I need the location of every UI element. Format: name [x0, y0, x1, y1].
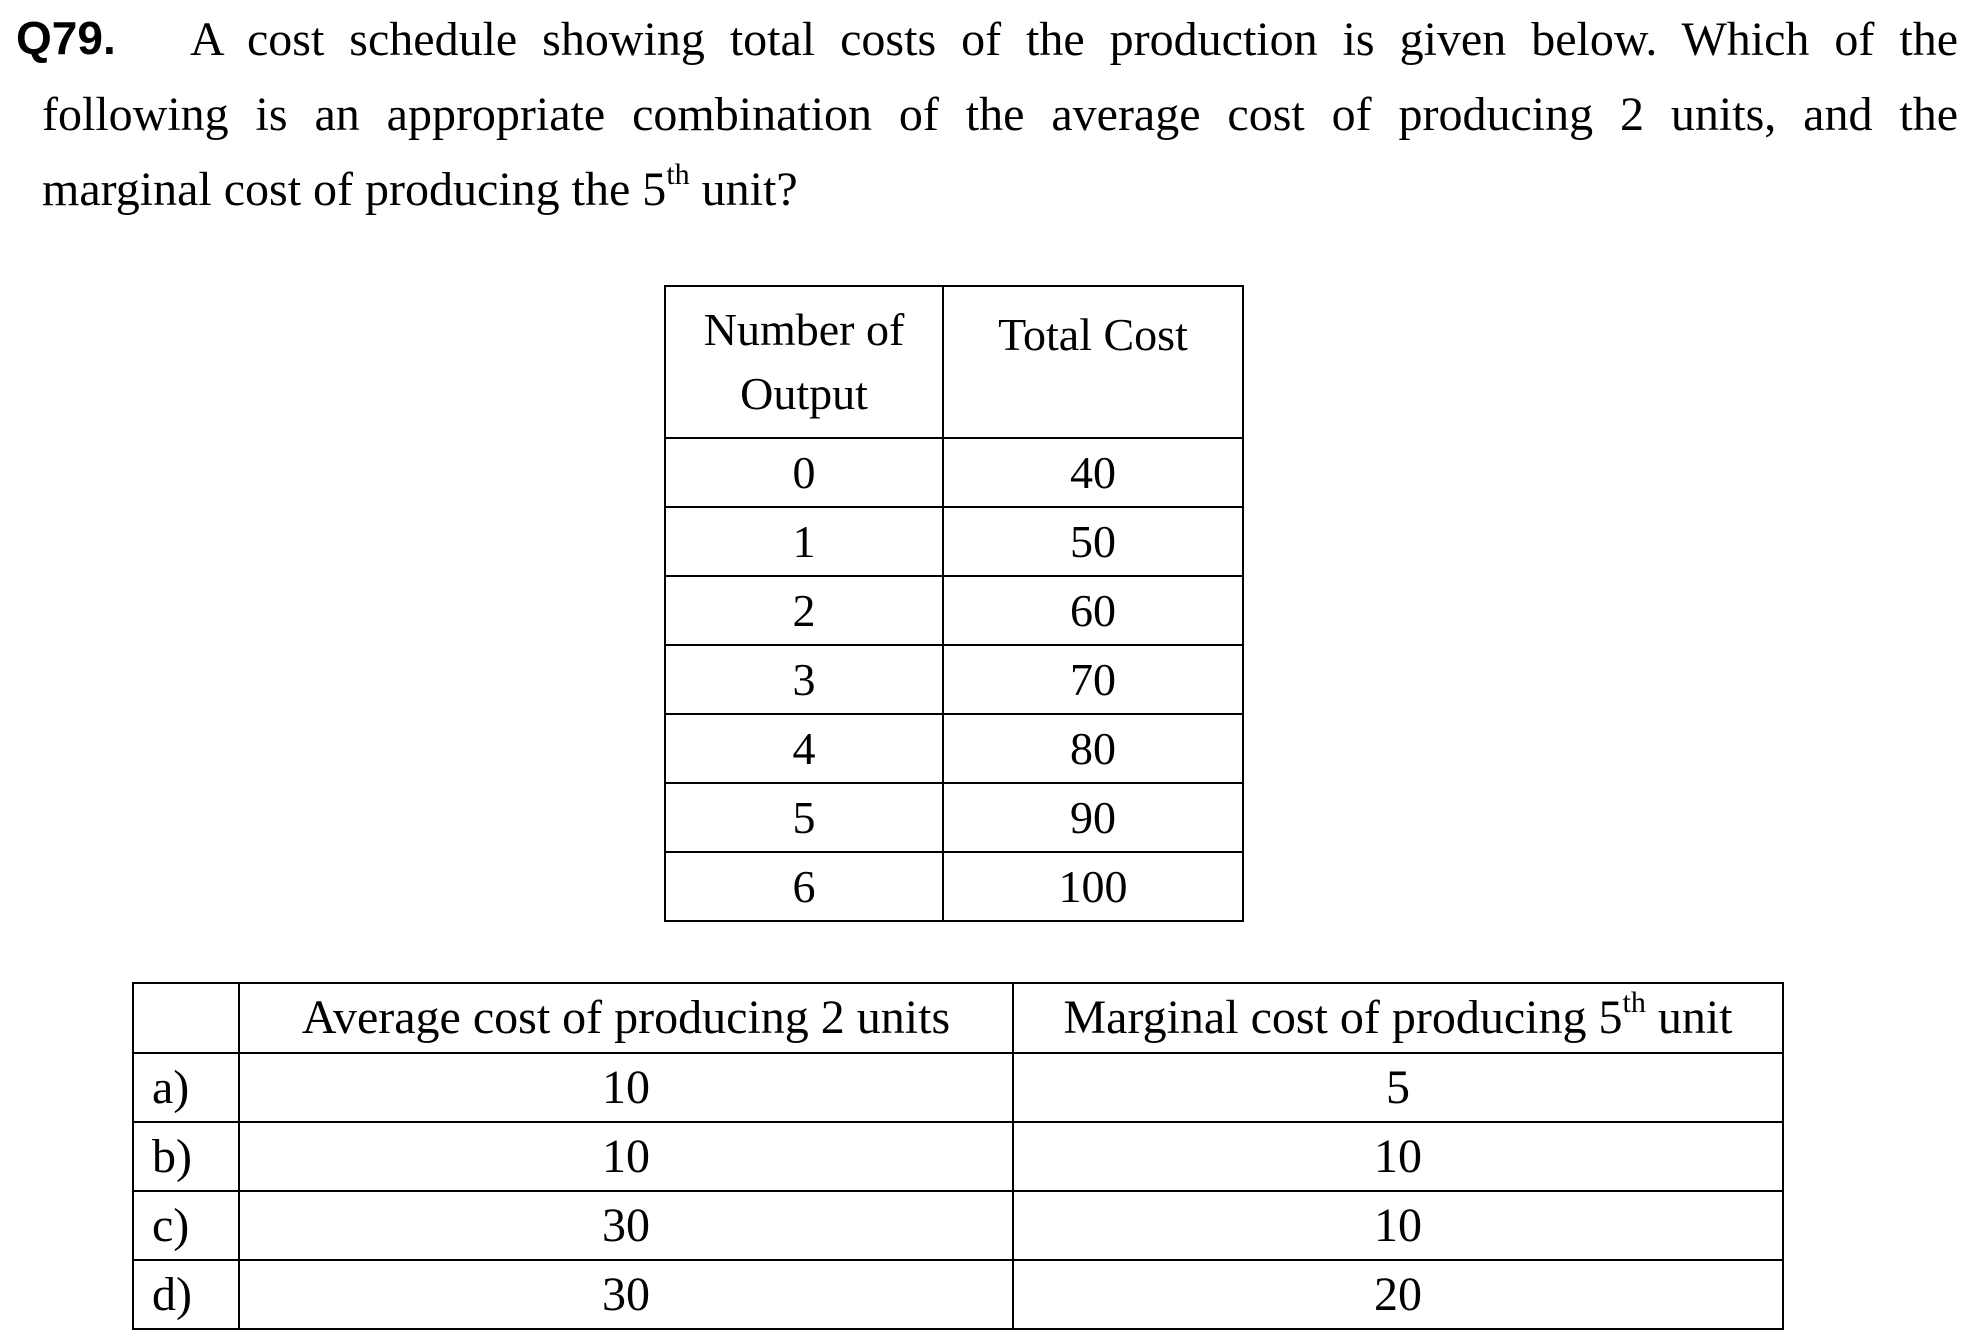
table-row: 0 40	[664, 437, 1244, 508]
options-header-row: Average cost of producing 2 units Margin…	[132, 982, 1784, 1054]
cost-cell: 70	[942, 644, 1244, 715]
option-row-b[interactable]: b) 10 10	[132, 1121, 1784, 1192]
question-number: Q79.	[16, 12, 116, 64]
option-label[interactable]: a)	[132, 1052, 240, 1123]
ordinal-suffix: th	[666, 158, 690, 191]
table-row: 6 100	[664, 851, 1244, 922]
output-cell: 1	[664, 506, 944, 577]
cost-cell: 40	[942, 437, 1244, 508]
marginal-header-end: unit	[1645, 991, 1733, 1044]
cost-cell: 90	[942, 782, 1244, 853]
marginal-header-text: Marginal cost of producing 5	[1063, 991, 1623, 1044]
output-cell: 0	[664, 437, 944, 508]
output-cell: 2	[664, 575, 944, 646]
table-row: 3 70	[664, 644, 1244, 715]
marginal-cost-value: 5	[1012, 1052, 1784, 1123]
header-number-of-output: Number of Output	[664, 285, 944, 439]
option-row-a[interactable]: a) 10 5	[132, 1052, 1784, 1123]
table-row: 5 90	[664, 782, 1244, 853]
table-row: 4 80	[664, 713, 1244, 784]
option-label[interactable]: b)	[132, 1121, 240, 1192]
cost-cell: 80	[942, 713, 1244, 784]
question-text: A cost schedule showing total costs of t…	[42, 2, 1958, 227]
question-line-3: marginal cost of producing the 5th unit?	[42, 152, 1958, 227]
cost-cell: 100	[942, 851, 1244, 922]
header-average-cost: Average cost of producing 2 units	[238, 982, 1014, 1054]
option-label[interactable]: c)	[132, 1190, 240, 1261]
question-line-3-end: unit?	[689, 163, 798, 216]
table-row: 2 60	[664, 575, 1244, 646]
table-row: 1 50	[664, 506, 1244, 577]
option-row-d[interactable]: d) 30 20	[132, 1259, 1784, 1330]
option-row-c[interactable]: c) 30 10	[132, 1190, 1784, 1261]
option-label-header	[132, 982, 240, 1054]
ordinal-suffix: th	[1622, 986, 1646, 1019]
cost-schedule-table: Number of Output Total Cost 0 40 1 50 2 60 …	[664, 285, 1244, 922]
average-cost-value: 30	[238, 1190, 1014, 1261]
marginal-cost-value: 10	[1012, 1190, 1784, 1261]
header-marginal-cost: Marginal cost of producing 5th unit	[1012, 982, 1784, 1054]
table-header-row: Number of Output Total Cost	[664, 285, 1244, 439]
answer-options-table: Average cost of producing 2 units Margin…	[132, 982, 1784, 1330]
average-cost-value: 10	[238, 1052, 1014, 1123]
question-line-3-text: marginal cost of producing the 5	[42, 163, 667, 216]
question-line-1: A cost schedule showing total costs of t…	[190, 13, 1958, 66]
marginal-cost-value: 20	[1012, 1259, 1784, 1330]
cost-cell: 50	[942, 506, 1244, 577]
question-line-2: following is an appropriate combination …	[42, 88, 1958, 141]
output-cell: 6	[664, 851, 944, 922]
marginal-cost-value: 10	[1012, 1121, 1784, 1192]
output-cell: 4	[664, 713, 944, 784]
cost-cell: 60	[942, 575, 1244, 646]
output-cell: 5	[664, 782, 944, 853]
option-label[interactable]: d)	[132, 1259, 240, 1330]
average-cost-value: 10	[238, 1121, 1014, 1192]
average-cost-value: 30	[238, 1259, 1014, 1330]
output-cell: 3	[664, 644, 944, 715]
header-total-cost: Total Cost	[942, 285, 1244, 439]
